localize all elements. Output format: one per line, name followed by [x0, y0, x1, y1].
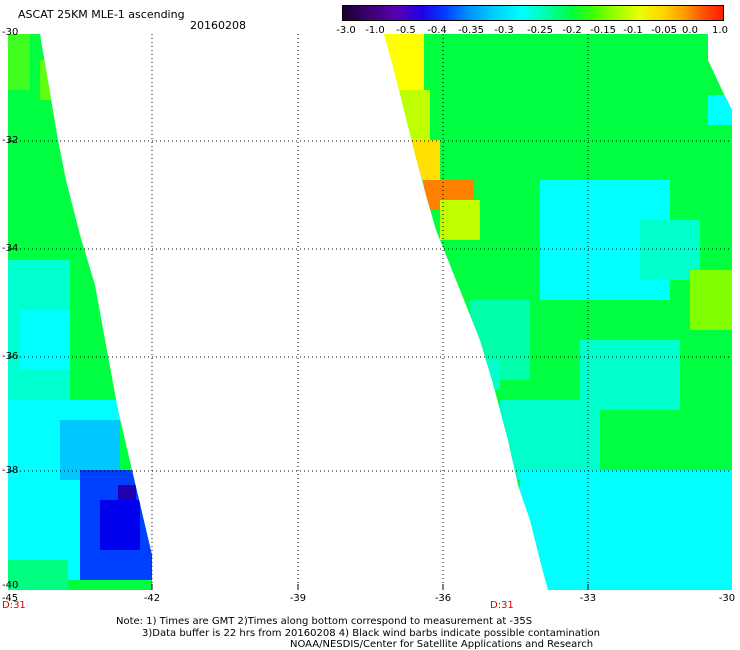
lat-label: -38: [2, 465, 19, 476]
map-date: 20160208: [190, 19, 246, 32]
colorbar-label: -0.35: [458, 25, 484, 36]
colorbar-label: 0.0: [682, 25, 698, 36]
lon-label: -39: [289, 593, 307, 604]
colorbar-label: -0.15: [590, 25, 616, 36]
lon-label: -33: [579, 593, 597, 604]
colorbar-label: -0.25: [527, 25, 553, 36]
lat-label: -36: [2, 351, 19, 362]
colorbar-label: -0.4: [427, 25, 447, 36]
time-label: D:31: [2, 600, 26, 611]
note-line-3: NOAA/NESDIS/Center for Satellite Applica…: [290, 639, 594, 650]
colorbar-label: -0.05: [651, 25, 677, 36]
colorbar-label: -1.0: [365, 25, 385, 36]
lon-label: -30: [718, 593, 736, 604]
colorbar-label: -0.1: [623, 25, 643, 36]
lon-label: -36: [434, 593, 452, 604]
map-title: ASCAT 25KM MLE-1 ascending: [18, 8, 185, 21]
lon-label: -42: [143, 593, 161, 604]
lat-label: -32: [2, 135, 19, 146]
right-swath: [384, 34, 732, 590]
lat-label: -34: [2, 243, 19, 254]
colorbar-label: -3.0: [336, 25, 356, 36]
colorbar-label: -0.3: [494, 25, 514, 36]
colorbar-label: 1.0: [712, 25, 728, 36]
lat-lon-grid: [8, 34, 732, 590]
lon-label: -45: [1, 593, 19, 604]
colorbar: [342, 5, 724, 21]
colorbar-label: -0.5: [396, 25, 416, 36]
note-line-1: Note: 1) Times are GMT 2)Times along bot…: [116, 616, 533, 627]
left-swath: [8, 34, 152, 590]
lat-label: -30: [2, 27, 19, 38]
colorbar-label: -0.2: [562, 25, 582, 36]
note-line-2: 3)Data buffer is 22 hrs from 20160208 4)…: [142, 628, 600, 639]
lat-label: -40: [2, 580, 19, 591]
axis-ticks: [8, 140, 589, 590]
time-label: D:31: [490, 600, 514, 611]
